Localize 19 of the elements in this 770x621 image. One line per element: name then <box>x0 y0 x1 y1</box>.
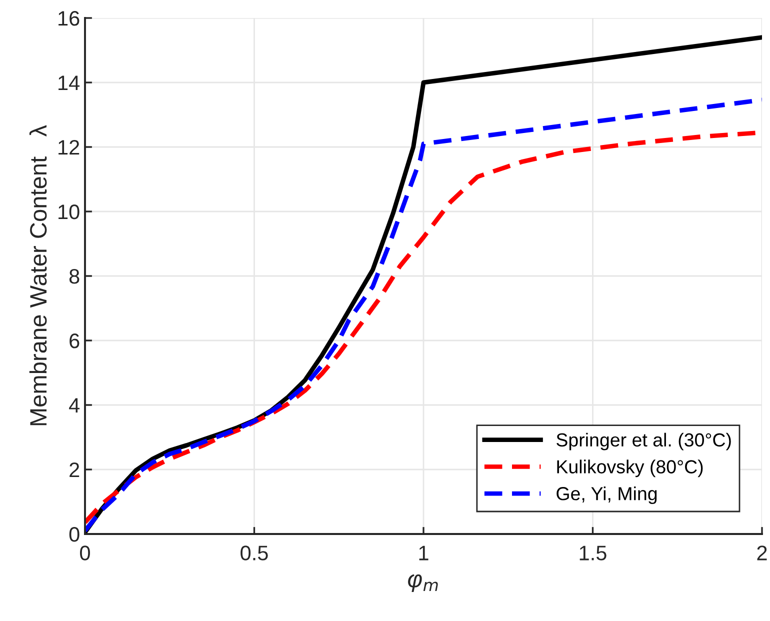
y-tick-label: 4 <box>69 398 80 413</box>
x-tick-label: 0 <box>80 546 90 560</box>
legend-label: Kulikovsky (80°C) <box>557 460 703 478</box>
y-axis-title: Membrane Water Content λ <box>29 125 47 426</box>
y-tick-label: 14 <box>58 76 80 90</box>
y-tick-label: 10 <box>58 204 80 220</box>
x-tick-label: 1.5 <box>580 546 606 560</box>
x-axis-title: φ$_{m}$ <box>408 574 438 592</box>
y-tick-label: 0 <box>69 527 80 542</box>
y-tick-label: 12 <box>58 140 80 155</box>
x-tick-label: 1 <box>419 546 428 560</box>
y-tick-label: 6 <box>70 334 80 348</box>
legend-label: Ge, Yi, Ming <box>556 486 657 504</box>
x-tick-label: 0.5 <box>240 546 268 560</box>
x-tick-label: 2 <box>757 546 767 560</box>
y-tick-label: 8 <box>69 269 80 284</box>
y-tick-label: 2 <box>70 462 80 478</box>
y-tick-label: 16 <box>58 11 80 26</box>
legend-label: Springer et al. (30°C) <box>556 432 731 450</box>
